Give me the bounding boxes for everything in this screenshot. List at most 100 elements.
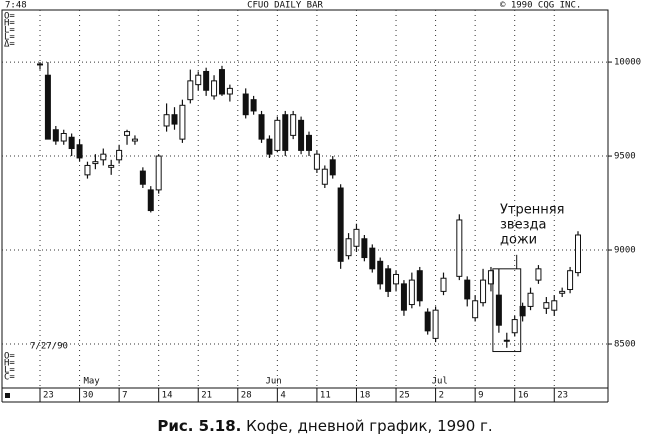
bottom-label: O= (4, 352, 15, 362)
candle-body (313, 153, 320, 170)
candle-body (218, 69, 225, 95)
annotation-text: звезда (500, 218, 546, 233)
candle-body (258, 114, 265, 140)
candle-body (203, 70, 210, 91)
y-tick-label: 9500 (614, 152, 636, 162)
candle-body (124, 131, 131, 136)
candle-body (535, 268, 542, 281)
top-label: H= (4, 19, 15, 29)
x-tick-label: 23 (43, 391, 54, 401)
candle-body (100, 153, 107, 161)
x-tick-label: 14 (162, 391, 173, 401)
caption-number: Рис. 5.18. (157, 417, 241, 435)
corner-marker (5, 393, 10, 398)
y-tick-label: 9000 (614, 246, 636, 256)
bottom-label: H= (4, 359, 15, 369)
caption-text: Кофе, дневной график, 1990 г. (246, 417, 493, 435)
candle-body (131, 138, 138, 142)
candle-body (266, 138, 273, 155)
x-tick-label: 21 (201, 391, 212, 401)
top-label: L= (4, 33, 15, 43)
candle-body (424, 311, 431, 332)
candle-body (393, 273, 400, 285)
date-label: 7/27/90 (30, 342, 68, 352)
candle-body (76, 144, 83, 159)
candle-body (369, 247, 376, 270)
candle-body (52, 129, 59, 142)
top-label: Δ= (4, 40, 15, 50)
bottom-label: C= (4, 373, 15, 383)
top-label: O= (4, 12, 15, 22)
candle-body (179, 104, 186, 140)
candle-body (400, 283, 407, 311)
x-tick-label: 7 (122, 391, 127, 401)
candle-body (163, 114, 170, 127)
x-tick-label: 4 (280, 391, 285, 401)
header-copyright: © 1990 CQG INC. (500, 1, 581, 11)
candle-body (487, 270, 494, 285)
candle-body (60, 132, 67, 142)
candle-body (575, 234, 581, 274)
candle-body (139, 170, 146, 185)
candle-body (329, 159, 336, 176)
candle-body (108, 164, 115, 168)
candle-body (345, 238, 352, 257)
x-tick-label: 11 (320, 391, 331, 401)
x-tick-label: 16 (518, 391, 529, 401)
caption: Рис. 5.18. Кофе, дневной график, 1990 г. (157, 417, 492, 435)
candle-body (440, 277, 447, 292)
x-tick-label: 9 (478, 391, 483, 401)
month-label: May (83, 377, 100, 387)
candle-body (559, 290, 566, 294)
candle-body (44, 74, 51, 140)
candle-body (432, 309, 439, 339)
y-tick-label: 10000 (614, 58, 641, 68)
candle-body (408, 279, 415, 306)
candle-body (527, 292, 534, 307)
candle-body (567, 270, 574, 291)
top-label: L= (4, 26, 15, 36)
candle-body (480, 279, 487, 304)
x-tick-label: 23 (557, 391, 568, 401)
header-time: 7:48 (5, 1, 27, 11)
candle-body (385, 268, 392, 292)
candle-body (92, 161, 99, 165)
candle-body (171, 114, 178, 125)
candle-body (274, 119, 281, 151)
candle-body (290, 114, 297, 136)
candle-body (464, 279, 471, 300)
y-tick-label: 8500 (614, 340, 636, 350)
candle-body (551, 300, 558, 311)
candle-body (456, 219, 463, 277)
candle-body (361, 238, 368, 259)
candle-body (337, 187, 344, 262)
candle-body (511, 319, 518, 334)
candle-body (155, 155, 162, 191)
candle-body (116, 149, 123, 161)
candle-body (377, 260, 384, 285)
x-tick-label: 2 (439, 391, 444, 401)
candle-body (353, 228, 360, 247)
candle-body (306, 134, 312, 151)
month-label: Jun (265, 377, 281, 387)
candle-body (543, 302, 550, 309)
candle-body (68, 136, 75, 150)
candle-body (211, 80, 218, 97)
candle-body (242, 93, 249, 116)
bottom-label: L= (4, 366, 15, 376)
candle-body (298, 119, 305, 151)
candle-body (187, 80, 194, 101)
annotation-box (492, 268, 522, 353)
candle-body (195, 74, 202, 86)
candle-body (495, 294, 502, 326)
x-tick-label: 28 (241, 391, 252, 401)
candle-body (416, 270, 423, 302)
header-title: CFUO DAILY BAR (247, 1, 323, 11)
candle-body (250, 99, 257, 112)
candle-body (226, 87, 233, 95)
candle-body (282, 114, 289, 151)
candle-body (519, 305, 526, 317)
month-label: Jul (432, 377, 448, 387)
